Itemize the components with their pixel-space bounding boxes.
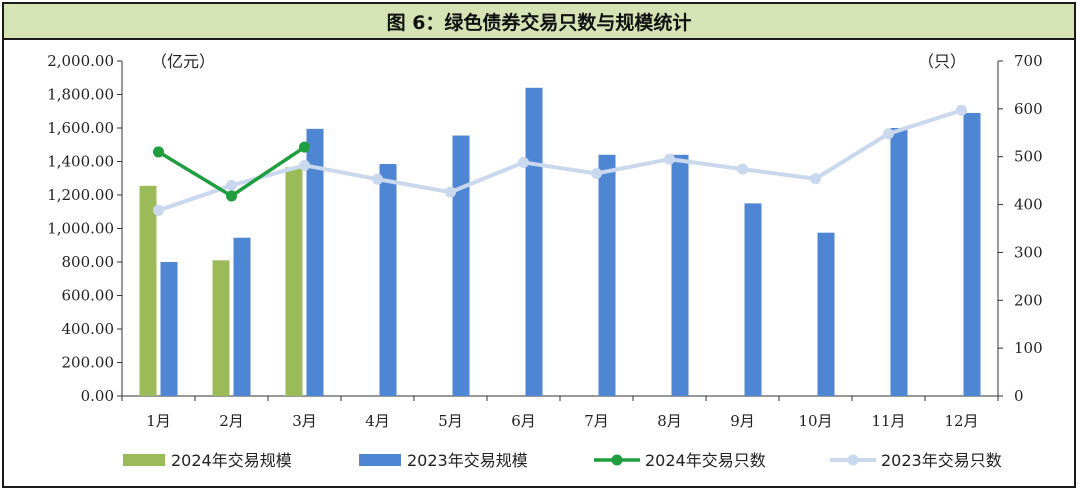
bar-2023 <box>379 164 397 396</box>
x-tick-label: 8月 <box>657 412 682 430</box>
axes: 0.00 200.00 400.00 600.00 800.00 1,000.00 1,20… <box>47 52 1042 430</box>
x-tick-label: 1月 <box>146 412 171 430</box>
left-tick-label: 1,400.00 <box>47 153 114 171</box>
x-tick-label: 12月 <box>944 412 978 430</box>
bar-2023 <box>306 128 324 396</box>
bar-2024 <box>212 260 230 396</box>
series-2024-count-point <box>299 141 310 153</box>
series-2023-count-point <box>372 173 383 185</box>
series-2023-count-point <box>737 163 748 175</box>
series-2023-count-point <box>883 128 894 140</box>
left-tick-label: 1,200.00 <box>47 186 114 204</box>
legend: 2024年交易规模 2023年交易规模 2024年交易只数 2023年交易只数 <box>123 451 1002 470</box>
series-2024-count-point <box>153 146 164 158</box>
left-tick-label: 800.00 <box>62 253 115 271</box>
bar-2023 <box>452 135 470 396</box>
series-2023-count-point <box>956 104 967 116</box>
bar-2023 <box>598 154 616 396</box>
right-tick-label: 0 <box>1014 387 1024 405</box>
left-tick-label: 1,600.00 <box>47 119 114 137</box>
legend-marker-2023-count <box>847 454 859 466</box>
bar-2024 <box>139 185 157 396</box>
series-2024-count-point <box>226 190 237 202</box>
x-tick-label: 4月 <box>365 412 390 430</box>
bar-2024 <box>285 167 303 396</box>
left-tick-label: 400.00 <box>62 320 115 338</box>
left-tick-label: 200.00 <box>62 354 115 372</box>
right-tick-label: 600 <box>1014 100 1043 118</box>
legend-marker-2024-count <box>611 454 623 466</box>
bar-2023 <box>890 128 908 396</box>
bar-2023 <box>160 262 178 396</box>
left-tick-label: 1,800.00 <box>47 86 114 104</box>
right-tick-label: 100 <box>1014 339 1043 357</box>
chart-title-bar: 图 6：绿色债券交易只数与规模统计 <box>4 4 1074 40</box>
right-tick-label: 400 <box>1014 196 1043 214</box>
legend-label-2024-count: 2024年交易只数 <box>645 451 766 470</box>
right-tick-label: 200 <box>1014 291 1043 309</box>
x-tick-label: 5月 <box>438 412 463 430</box>
series-2023-count-point <box>226 179 237 191</box>
right-axis-unit: （只） <box>918 52 966 71</box>
left-tick-label: 1,000.00 <box>47 220 114 238</box>
legend-swatch-2024-volume <box>123 454 165 466</box>
series-2023-count-point <box>810 173 821 185</box>
bar-2023 <box>963 112 981 397</box>
series-2023-count-point <box>445 186 456 198</box>
chart-title: 图 6：绿色债券交易只数与规模统计 <box>386 11 692 34</box>
x-tick-label: 11月 <box>871 412 905 430</box>
x-tick-label: 10月 <box>798 412 832 430</box>
bar-2023 <box>817 232 835 396</box>
x-tick-label: 3月 <box>292 412 317 430</box>
legend-swatch-2023-volume <box>359 454 401 466</box>
left-axis-unit: （亿元） <box>151 52 215 71</box>
x-tick-label: 9月 <box>730 412 755 430</box>
bar-2023 <box>233 237 251 396</box>
series-2023-count-point <box>591 167 602 179</box>
series-2023-count-point <box>299 159 310 171</box>
x-tick-label: 2月 <box>219 412 244 430</box>
left-tick-label: 2,000.00 <box>47 52 114 70</box>
bar-2023 <box>744 203 762 396</box>
left-tick-label: 0.00 <box>81 387 114 405</box>
bars <box>139 87 981 397</box>
legend-label-2023-count: 2023年交易只数 <box>881 451 1002 470</box>
bar-2023 <box>525 87 543 397</box>
x-tick-label: 6月 <box>511 412 536 430</box>
right-tick-label: 700 <box>1014 52 1043 70</box>
right-tick-label: 500 <box>1014 148 1043 166</box>
series-2023-count-line <box>157 108 963 213</box>
bar-2023 <box>671 154 689 396</box>
left-tick-label: 600.00 <box>62 287 115 305</box>
series-2023-count-point <box>664 153 675 165</box>
legend-label-2023-volume: 2023年交易规模 <box>407 451 528 470</box>
series-2023-count-point <box>153 204 164 216</box>
series-2023-count-point <box>518 156 529 168</box>
lines <box>153 104 967 216</box>
legend-label-2024-volume: 2024年交易规模 <box>171 451 292 470</box>
right-tick-label: 300 <box>1014 243 1043 261</box>
x-tick-label: 7月 <box>584 412 609 430</box>
